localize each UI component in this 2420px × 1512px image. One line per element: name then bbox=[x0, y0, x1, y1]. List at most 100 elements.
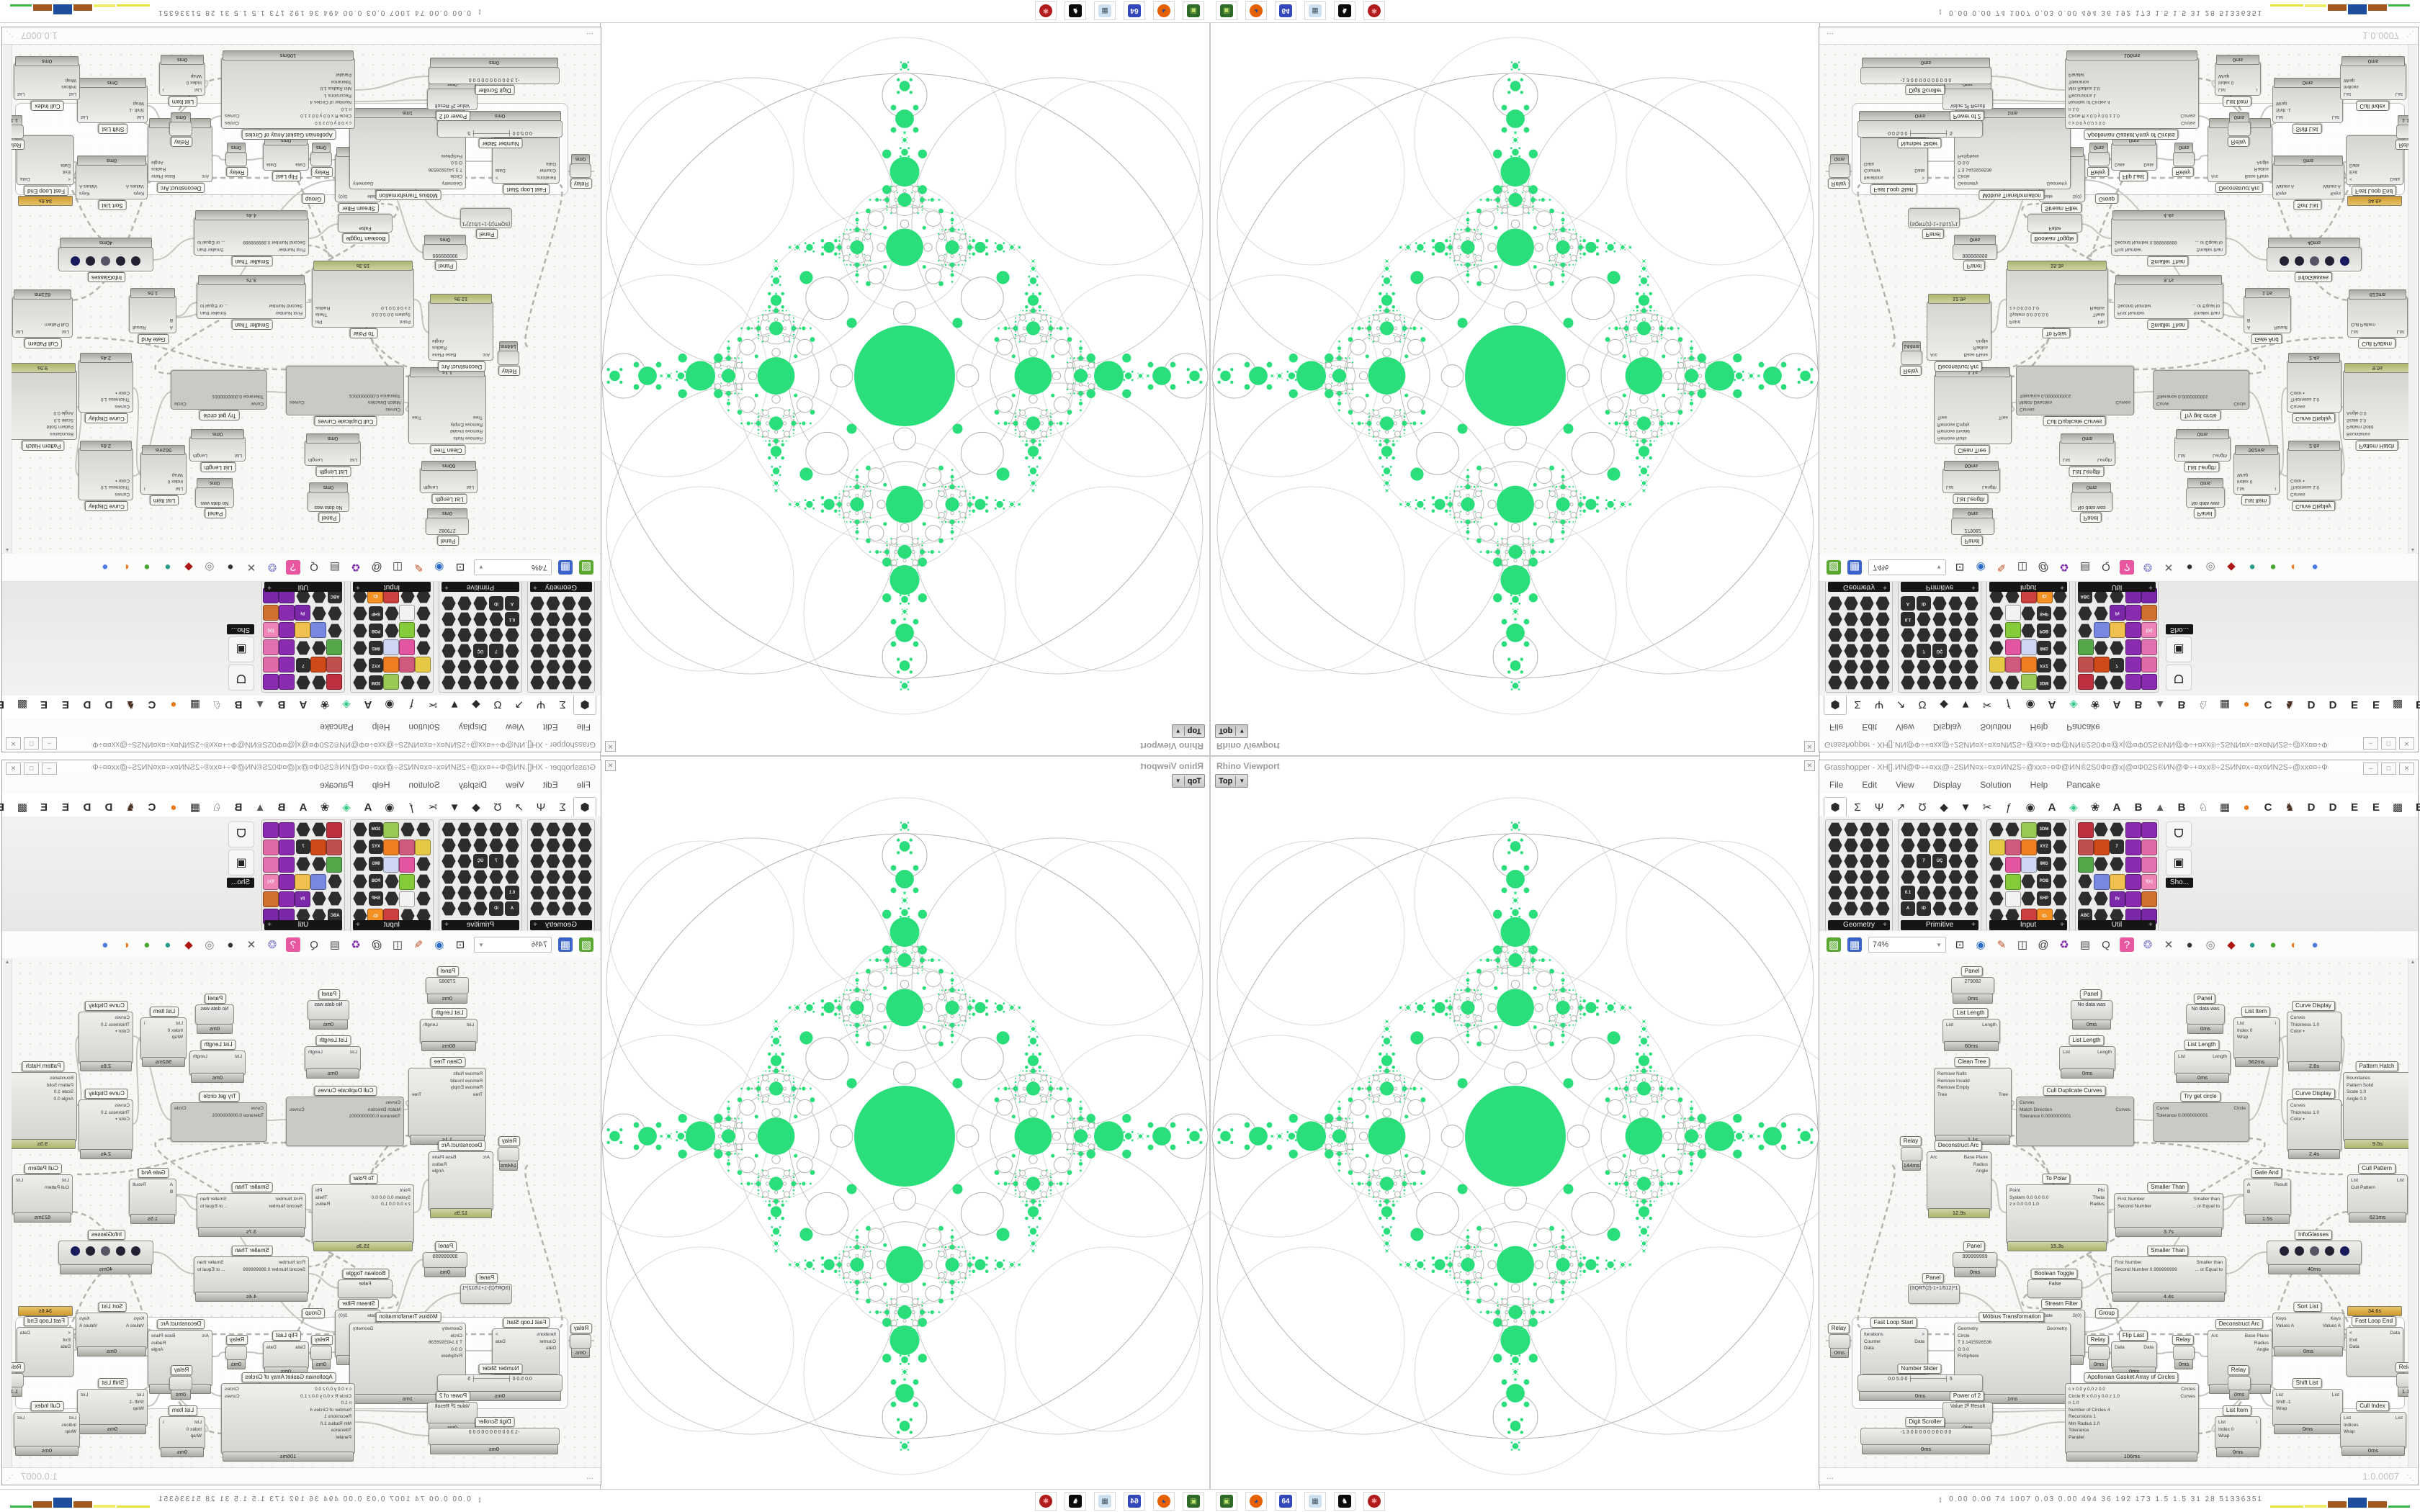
gh-node-relay[interactable] bbox=[498, 1147, 519, 1161]
component-icon[interactable] bbox=[1964, 675, 1978, 690]
component-icon[interactable] bbox=[328, 624, 342, 638]
component-icon[interactable] bbox=[2094, 657, 2110, 672]
gh-node-clean-tree[interactable]: Remove Nulls Remove Invalid Remove Empty Tr… bbox=[1934, 374, 2012, 444]
component-icon[interactable] bbox=[2078, 624, 2092, 638]
component-icon[interactable] bbox=[2125, 874, 2141, 890]
category-tab-20[interactable]: C bbox=[2264, 698, 2272, 711]
scroll-up-icon[interactable]: ▲ bbox=[4, 960, 10, 965]
gh-node-panel[interactable]: No data was bbox=[308, 492, 349, 512]
at-icon[interactable]: @ bbox=[371, 938, 382, 951]
component-icon[interactable] bbox=[530, 596, 544, 611]
component-icon[interactable] bbox=[263, 840, 279, 855]
gh-node-digit-scroller[interactable]: -1 3 0 0 0 0 0 0 0 0 0 0 bbox=[1860, 1428, 1991, 1445]
component-icon[interactable] bbox=[546, 870, 560, 884]
component-icon[interactable] bbox=[457, 675, 472, 690]
component-icon[interactable] bbox=[457, 612, 472, 626]
red-badge-icon[interactable]: ✱ bbox=[1363, 1, 1385, 20]
component-icon[interactable]: PDB bbox=[2037, 624, 2051, 638]
gh-node-relay[interactable] bbox=[169, 1376, 192, 1390]
gh-node-relay[interactable] bbox=[12, 1373, 24, 1387]
gh-node-cull-pattern[interactable]: List List Cull Pattern bbox=[2347, 297, 2408, 338]
gh-node-power-of-2[interactable]: Value 2ᴿ Result bbox=[427, 89, 478, 110]
gh-node-list-item[interactable]: List i Index 0 Wrap bbox=[159, 1416, 205, 1450]
category-tab-6[interactable]: ▼ bbox=[449, 698, 460, 711]
gh-node-panel[interactable]: No data was bbox=[2186, 1004, 2225, 1025]
component-icon[interactable] bbox=[1989, 606, 2004, 621]
gh-node-apollonian-gasket-array-of-circles[interactable]: c x 0.0 y 0.0 z 0.0 Circles Circle R x 0.0… bbox=[2065, 1383, 2199, 1454]
component-icon[interactable] bbox=[399, 857, 415, 873]
component-icon[interactable] bbox=[442, 854, 456, 868]
category-tab-21[interactable]: ♞ bbox=[2285, 801, 2295, 814]
ball-green-icon[interactable]: ● bbox=[2269, 561, 2277, 574]
component-icon[interactable]: 7 bbox=[296, 658, 310, 672]
category-tab-0[interactable]: ⬢ bbox=[1824, 797, 1847, 816]
component-icon[interactable] bbox=[416, 857, 431, 871]
palette-expand-icon[interactable]: + bbox=[533, 583, 537, 591]
canvas-scrollbar[interactable]: ▲ bbox=[2408, 44, 2417, 554]
component-icon[interactable] bbox=[1932, 675, 1947, 690]
category-tab-4[interactable]: Ʊ bbox=[493, 698, 502, 711]
category-tab-7[interactable]: ✂ bbox=[428, 801, 438, 814]
gh-node-smaller-than[interactable]: First Number Smaller than Second Number...… bbox=[197, 1193, 306, 1230]
component-icon[interactable] bbox=[2053, 675, 2067, 690]
cat-app-icon[interactable]: ♞ bbox=[1065, 1492, 1086, 1511]
component-icon[interactable] bbox=[1860, 886, 1874, 900]
gh-node-relay[interactable] bbox=[1901, 1147, 1922, 1161]
menu-solution[interactable]: Solution bbox=[408, 780, 440, 790]
component-icon[interactable] bbox=[1932, 612, 1947, 626]
component-icon[interactable] bbox=[353, 641, 367, 655]
menu-help[interactable]: Help bbox=[372, 722, 390, 732]
category-tab-14[interactable]: B bbox=[277, 698, 286, 711]
component-icon[interactable] bbox=[416, 675, 431, 690]
component-icon[interactable] bbox=[1989, 840, 2005, 855]
component-icon[interactable] bbox=[2021, 891, 2035, 906]
category-tab-17[interactable]: ♘ bbox=[212, 801, 222, 814]
extra-palette-icon-1[interactable]: ▣ bbox=[228, 636, 254, 662]
component-icon[interactable] bbox=[263, 605, 279, 621]
component-icon[interactable]: ÜÇ bbox=[473, 854, 488, 868]
component-icon[interactable] bbox=[1948, 612, 1963, 626]
component-icon[interactable] bbox=[473, 886, 488, 900]
category-tab-22[interactable]: D bbox=[2307, 801, 2316, 814]
cat-app-icon[interactable]: ♞ bbox=[1334, 1, 1355, 20]
component-icon[interactable] bbox=[546, 628, 560, 642]
component-icon[interactable] bbox=[279, 857, 295, 873]
component-icon[interactable] bbox=[2094, 606, 2108, 621]
component-icon[interactable] bbox=[505, 644, 519, 658]
gh-node-list-length[interactable]: List Length bbox=[2059, 441, 2115, 466]
component-icon[interactable] bbox=[442, 644, 456, 658]
category-tab-21[interactable]: ♞ bbox=[125, 801, 135, 814]
component-icon[interactable] bbox=[489, 870, 503, 884]
zoom-dropdown[interactable]: 74% ▼ bbox=[1868, 937, 1946, 953]
galapagos-icon[interactable]: ✕ bbox=[2164, 939, 2174, 951]
component-icon[interactable]: IMG bbox=[2037, 641, 2051, 655]
component-icon[interactable] bbox=[1876, 901, 1890, 916]
maximize-button[interactable]: □ bbox=[2381, 737, 2396, 750]
category-tab-23[interactable]: D bbox=[2329, 801, 2337, 814]
component-icon[interactable] bbox=[1901, 660, 1915, 674]
zoom-dropdown[interactable]: 74% ▼ bbox=[1868, 559, 1946, 575]
component-icon[interactable] bbox=[2053, 624, 2067, 638]
at-icon[interactable]: @ bbox=[2038, 561, 2049, 574]
component-icon[interactable] bbox=[505, 822, 519, 837]
component-icon[interactable] bbox=[310, 657, 326, 672]
extra-palette-icon-1[interactable]: ▣ bbox=[2166, 636, 2192, 662]
component-icon[interactable] bbox=[562, 596, 576, 611]
component-icon[interactable] bbox=[1844, 886, 1858, 900]
extra-palette-icon-0[interactable]: ᗜ bbox=[228, 665, 254, 690]
category-tab-10[interactable]: A bbox=[2048, 698, 2056, 711]
ball-blue-icon[interactable]: ● bbox=[102, 561, 109, 574]
component-icon[interactable] bbox=[473, 838, 488, 852]
component-icon[interactable] bbox=[442, 612, 456, 626]
cookie-icon[interactable]: ● bbox=[227, 938, 234, 951]
component-icon[interactable] bbox=[1876, 854, 1890, 868]
document-icon[interactable]: ▤ bbox=[329, 561, 341, 573]
gh-node-fast-loop-end[interactable]: < Data Exit Data bbox=[17, 135, 74, 185]
component-icon[interactable] bbox=[312, 641, 326, 655]
gh-node-flip-last[interactable]: Data Data bbox=[263, 1341, 309, 1369]
component-icon[interactable] bbox=[2053, 857, 2067, 871]
gem-icon[interactable]: ◆ bbox=[2227, 939, 2236, 951]
gh-node-infoglasses[interactable] bbox=[2267, 247, 2362, 271]
component-icon[interactable] bbox=[2125, 822, 2141, 838]
component-icon[interactable] bbox=[279, 891, 295, 907]
